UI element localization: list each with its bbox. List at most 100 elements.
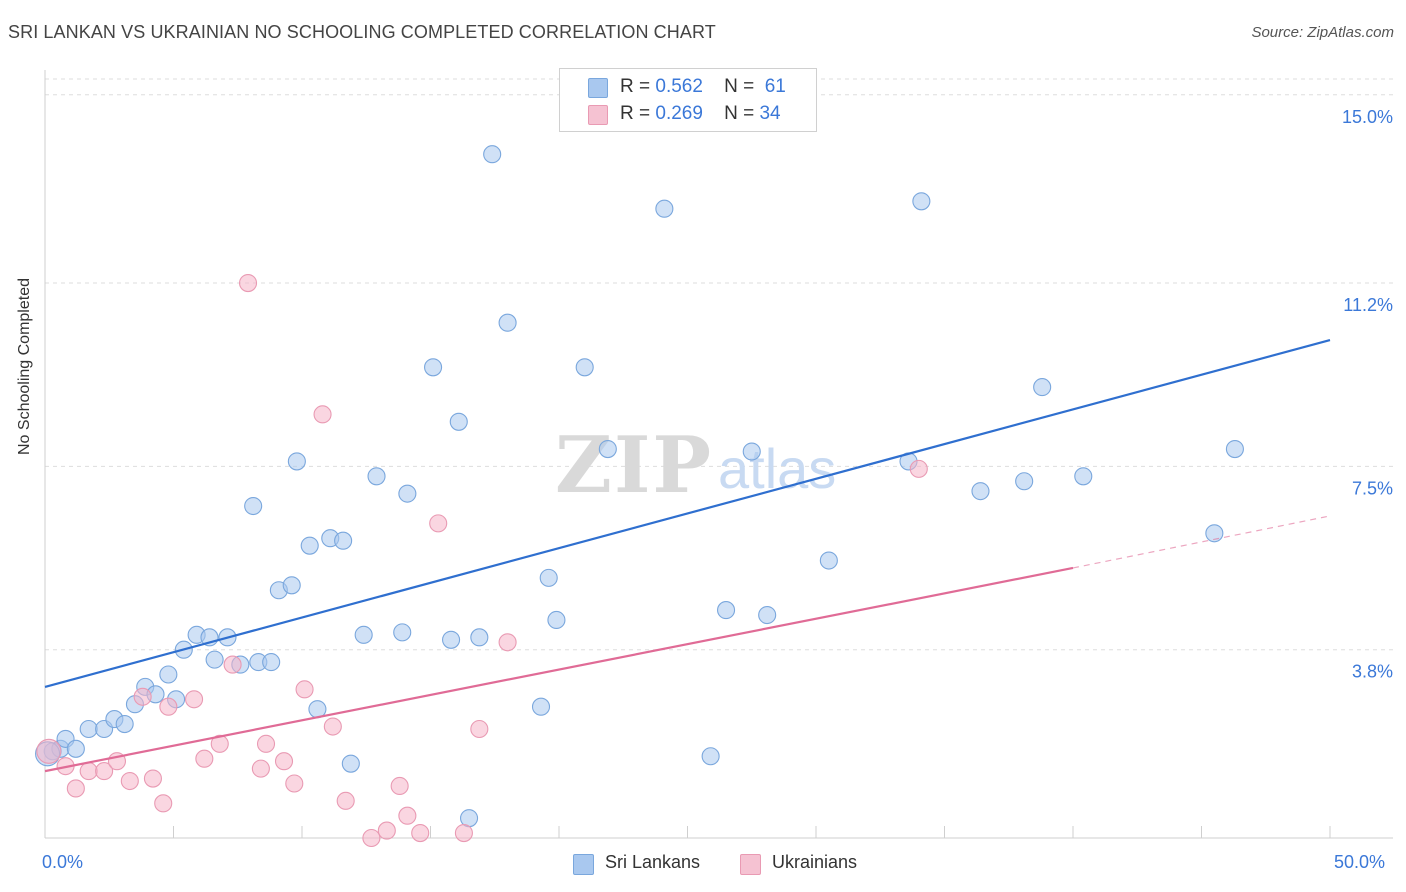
chart-title: SRI LANKAN VS UKRAINIAN NO SCHOOLING COM…: [8, 22, 716, 42]
ukrainians-point: [362, 828, 381, 848]
series-ukrainians: [36, 274, 928, 848]
ukrainians-point: [256, 734, 276, 753]
sri-lankans-point: [398, 484, 417, 503]
legend-swatch-pink: [740, 854, 761, 875]
ukrainians-point: [185, 690, 204, 709]
sri-lankans-point: [655, 199, 674, 218]
sri-lankans-point: [442, 630, 461, 649]
ukrainians-point: [120, 771, 139, 791]
legend-swatch-blue: [588, 78, 608, 98]
trend-lines: [44, 338, 1331, 773]
sri-lankans-point: [498, 313, 517, 332]
sri-lankans-point: [334, 531, 353, 550]
ukrainians-point: [313, 405, 332, 424]
ukrainians-point: [195, 749, 214, 768]
legend-r-value: 0.269: [655, 103, 703, 124]
legend-r-label: R =: [620, 103, 651, 124]
ukrainians-point: [909, 459, 928, 478]
ukrainians-point: [429, 514, 448, 533]
sri-lankans-point: [244, 496, 263, 516]
sri-lankans-point: [262, 653, 281, 672]
sri-lankans-point: [66, 739, 85, 758]
ukrainians-point: [336, 791, 355, 810]
y-tick-label: 3.8%: [1352, 662, 1393, 682]
ukrainians-point: [79, 762, 98, 781]
ukrainians-point: [133, 687, 152, 706]
legend-label: Sri Lankans: [605, 852, 701, 872]
ukrainians-point: [285, 774, 304, 793]
sri-lankans-point: [470, 628, 489, 647]
y-axis-label: No Schooling Completed: [16, 278, 33, 455]
sri-lankans-point: [205, 650, 224, 669]
sri-lankans-point: [701, 747, 720, 766]
sri-lankans-point: [1205, 524, 1224, 543]
legend-n-value: 61: [764, 76, 786, 97]
ukrainians-point: [390, 776, 409, 796]
sri-lankans-point: [354, 625, 373, 644]
watermark-atlas: atlas: [718, 437, 836, 500]
sri-lankans-point: [393, 623, 412, 642]
ukrainians-point: [295, 680, 314, 699]
sri-lankans-point: [531, 697, 551, 716]
trend-line-extension: [1072, 515, 1331, 569]
trend-line-ukrainians: [44, 566, 1074, 773]
ukrainians-point: [238, 274, 258, 293]
watermark-zip: ZIP: [555, 420, 713, 511]
ukrainians-point: [66, 779, 85, 798]
legend-r-value: 0.562: [655, 76, 703, 97]
sri-lankans-point: [742, 442, 761, 461]
sri-lankans-point: [575, 358, 594, 377]
sri-lankans-point: [1225, 439, 1244, 459]
ukrainians-point: [143, 769, 162, 788]
ukrainians-point: [323, 717, 342, 736]
ukrainians-point: [498, 633, 517, 652]
sri-lankans-point: [819, 551, 838, 570]
sri-lankans-point: [159, 665, 178, 684]
legend-n-value: 34: [759, 103, 781, 124]
ukrainians-point: [411, 823, 430, 843]
sri-lankans-point: [1015, 472, 1034, 491]
y-tick-label: 15.0%: [1342, 107, 1393, 127]
sri-lankans-point: [115, 714, 134, 734]
sri-lankans-point: [300, 536, 319, 555]
trend-line-sri-lankans: [44, 338, 1331, 688]
ukrainians-point: [470, 719, 489, 739]
legend-swatch-pink: [588, 105, 608, 125]
ukrainians-point: [454, 823, 473, 843]
axes: [44, 70, 1393, 839]
sri-lankans-point: [79, 719, 98, 739]
ukrainians-point: [95, 762, 114, 781]
legend-swatch-blue: [573, 854, 594, 875]
sri-lankans-point: [716, 601, 736, 620]
y-tick-label: 7.5%: [1352, 478, 1393, 498]
sri-lankans-point: [758, 605, 777, 625]
sri-lankans-point: [483, 145, 502, 164]
y-tick-labels: 3.8% 7.5% 11.2% 15.0%: [1342, 107, 1393, 682]
ukrainians-point: [36, 738, 62, 764]
sri-lankans-point: [1074, 467, 1093, 486]
sri-lankans-point: [547, 610, 566, 630]
sri-lankans-point: [449, 412, 468, 431]
grid-lines: [45, 78, 1393, 651]
source-label: Source: ZipAtlas.com: [1251, 24, 1394, 41]
ukrainians-point: [377, 821, 396, 840]
ukrainians-point: [223, 655, 242, 674]
ukrainians-point: [251, 759, 270, 778]
ukrainians-point: [210, 734, 229, 753]
ukrainians-point: [274, 752, 294, 771]
sri-lankans-point: [287, 452, 306, 471]
legend-n-label: N =: [724, 103, 755, 124]
sri-lankans-point: [598, 439, 617, 459]
legend-label: Ukrainians: [772, 852, 858, 872]
sri-lankans-point: [341, 754, 360, 773]
sri-lankans-point: [424, 358, 443, 377]
stats-legend: R = 0.562 N = 61 R = 0.269 N = 34: [559, 68, 817, 132]
sri-lankans-point: [1033, 378, 1052, 397]
sri-lankans-point: [971, 482, 990, 501]
ukrainians-point: [398, 806, 417, 825]
sri-lankans-point: [367, 467, 386, 486]
x-tick-label-max: 50.0%: [1334, 852, 1386, 872]
ukrainians-point: [159, 697, 178, 716]
sri-lankans-point: [912, 192, 931, 211]
sri-lankans-point: [539, 568, 558, 587]
